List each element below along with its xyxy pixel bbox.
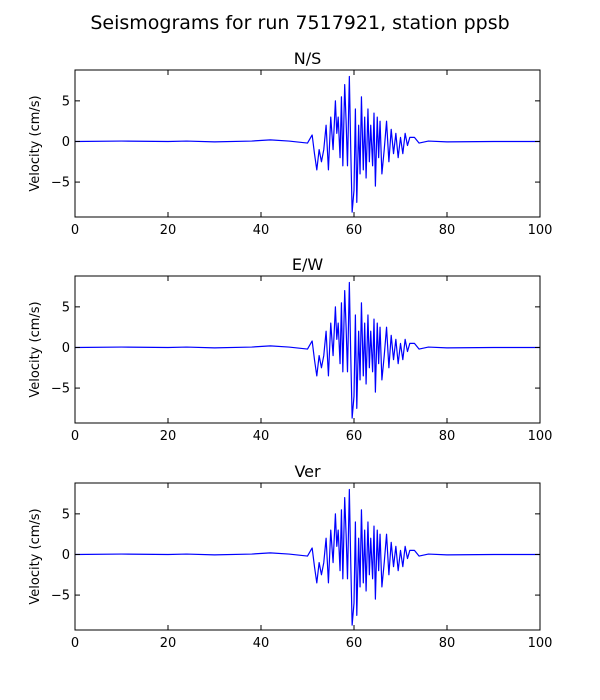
x-tick-label: 40: [253, 429, 270, 444]
x-tick-label: 80: [439, 223, 456, 238]
plot-frame: [74, 69, 541, 218]
x-tick-label: 80: [439, 429, 456, 444]
y-tick-label: −5: [51, 176, 70, 191]
plot-frame: [74, 482, 541, 631]
x-tick-label: 80: [439, 636, 456, 651]
y-tick-label: −5: [51, 589, 70, 604]
y-tick-label: −5: [51, 382, 70, 397]
x-tick-label: 0: [71, 429, 79, 444]
y-axis-label: Velocity (cm/s): [28, 95, 43, 191]
x-tick-label: 100: [528, 223, 553, 238]
y-tick-label: 0: [62, 548, 70, 563]
panel-title: N/S: [294, 49, 322, 68]
x-tick-label: 60: [346, 223, 363, 238]
x-tick-label: 100: [528, 636, 553, 651]
plot-frame: [74, 275, 541, 424]
x-tick-label: 0: [71, 636, 79, 651]
y-axis-label: Velocity (cm/s): [28, 508, 43, 604]
x-tick-label: 20: [160, 429, 177, 444]
x-tick-label: 60: [346, 429, 363, 444]
x-tick-label: 20: [160, 223, 177, 238]
x-tick-label: 0: [71, 223, 79, 238]
x-tick-label: 60: [346, 636, 363, 651]
y-axis-label: Velocity (cm/s): [28, 301, 43, 397]
panel-title: E/W: [292, 255, 324, 274]
figure-title: Seismograms for run 7517921, station pps…: [90, 12, 509, 34]
y-tick-label: 5: [62, 94, 70, 109]
panel-1: N/S 0 20 40 60 80 100 −5 0 5 Velocity (cm/s): [28, 49, 552, 238]
y-tick-label: 0: [62, 135, 70, 150]
panel-2: E/W 0 20 40 60 80 100 −5 0 5 Velocity (cm/s): [28, 255, 552, 444]
y-tick-label: 5: [62, 507, 70, 522]
panel-3: Ver 0 20 40 60 80 100 −5 0 5 Velocity (cm/s): [28, 462, 552, 651]
panel-title: Ver: [294, 462, 321, 481]
series-line: [74, 281, 540, 419]
x-tick-label: 100: [528, 429, 553, 444]
x-tick-label: 40: [253, 636, 270, 651]
series-line: [74, 75, 540, 213]
y-tick-label: 5: [62, 300, 70, 315]
x-tick-label: 20: [160, 636, 177, 651]
y-tick-label: 0: [62, 341, 70, 356]
x-tick-label: 40: [253, 223, 270, 238]
series-line: [74, 488, 540, 626]
panels-group: N/S 0 20 40 60 80 100 −5 0 5 Velocity (cm/s) E/W 0 20…: [28, 49, 552, 651]
